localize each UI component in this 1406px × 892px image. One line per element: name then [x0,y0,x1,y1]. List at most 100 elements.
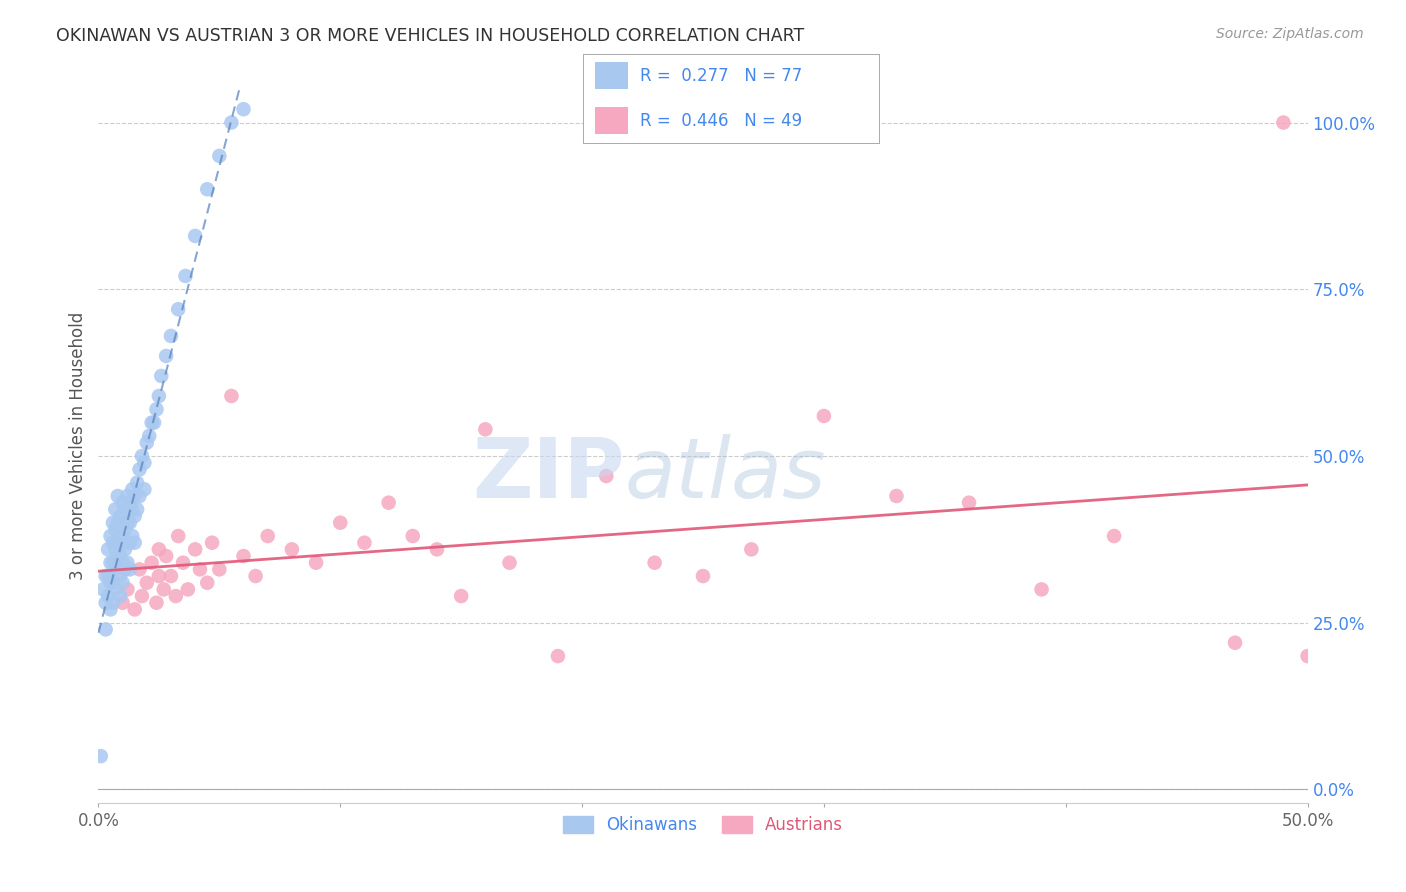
Point [148,569,170,583]
Point [145,596,167,610]
Point [644,556,666,570]
FancyBboxPatch shape [595,107,627,134]
Point [108,509,131,524]
Point [121,483,143,497]
Point [94,596,117,610]
Point [94,623,117,637]
Point [111,575,134,590]
Point [188,562,211,576]
Point [474,422,496,436]
Text: ZIP: ZIP [472,434,624,515]
Point [165,589,187,603]
Point [101,596,124,610]
Point [101,556,124,570]
Point [329,516,352,530]
Point [305,556,328,570]
Point [195,575,218,590]
Point [426,542,449,557]
Point [692,569,714,583]
Point [124,489,146,503]
Point [134,483,156,497]
Point [101,516,124,530]
Point [107,556,129,570]
Point [100,529,122,543]
Text: OKINAWAN VS AUSTRIAN 3 OR MORE VEHICLES IN HOUSEHOLD CORRELATION CHART: OKINAWAN VS AUSTRIAN 3 OR MORE VEHICLES … [56,27,804,45]
Point [90,749,112,764]
Point [104,502,127,516]
Point [114,522,136,536]
Point [114,542,136,557]
Point [245,569,267,583]
Point [135,575,157,590]
Point [152,582,174,597]
Point [148,389,170,403]
Point [108,529,131,543]
Point [1272,115,1295,129]
Text: R =  0.277   N = 77: R = 0.277 N = 77 [640,67,801,86]
Point [135,435,157,450]
Point [498,556,520,570]
Point [100,575,122,590]
Text: Source: ZipAtlas.com: Source: ZipAtlas.com [1216,27,1364,41]
Point [97,542,120,557]
Point [450,589,472,603]
Point [117,516,139,530]
Point [124,509,146,524]
Point [232,549,254,563]
Point [124,535,146,549]
Point [97,569,120,583]
Point [107,489,129,503]
Point [184,228,207,243]
Point [124,602,146,616]
Point [221,115,243,129]
Point [1223,636,1246,650]
Point [155,549,177,563]
Point [353,535,375,549]
Point [128,489,150,503]
Point [160,329,183,343]
Point [100,602,122,616]
Point [117,489,139,503]
Point [256,529,278,543]
Text: atlas: atlas [624,434,827,515]
Point [97,589,120,603]
Point [117,582,139,597]
Point [128,462,150,476]
Point [813,409,835,423]
Point [128,562,150,576]
Point [167,302,190,317]
Point [402,529,425,543]
Point [134,456,156,470]
Point [160,569,183,583]
Point [886,489,908,503]
Point [195,182,218,196]
Point [108,569,131,583]
Point [141,416,163,430]
Point [131,449,153,463]
Point [141,556,163,570]
Point [94,569,117,583]
FancyBboxPatch shape [595,62,627,89]
Point [1296,649,1319,664]
Point [108,589,131,603]
Point [117,535,139,549]
Point [221,389,243,403]
Y-axis label: 3 or more Vehicles in Household: 3 or more Vehicles in Household [69,312,87,580]
Point [114,502,136,516]
Point [145,402,167,417]
Point [957,496,980,510]
Point [1102,529,1125,543]
Point [118,535,141,549]
Point [111,596,134,610]
Point [547,649,569,664]
Point [150,368,173,383]
Point [143,416,166,430]
Legend: Okinawans, Austrians: Okinawans, Austrians [555,809,851,841]
Point [740,542,762,557]
Point [1031,582,1053,597]
Point [127,502,149,516]
Point [232,102,254,116]
Point [118,516,141,530]
Point [117,556,139,570]
Point [201,535,224,549]
